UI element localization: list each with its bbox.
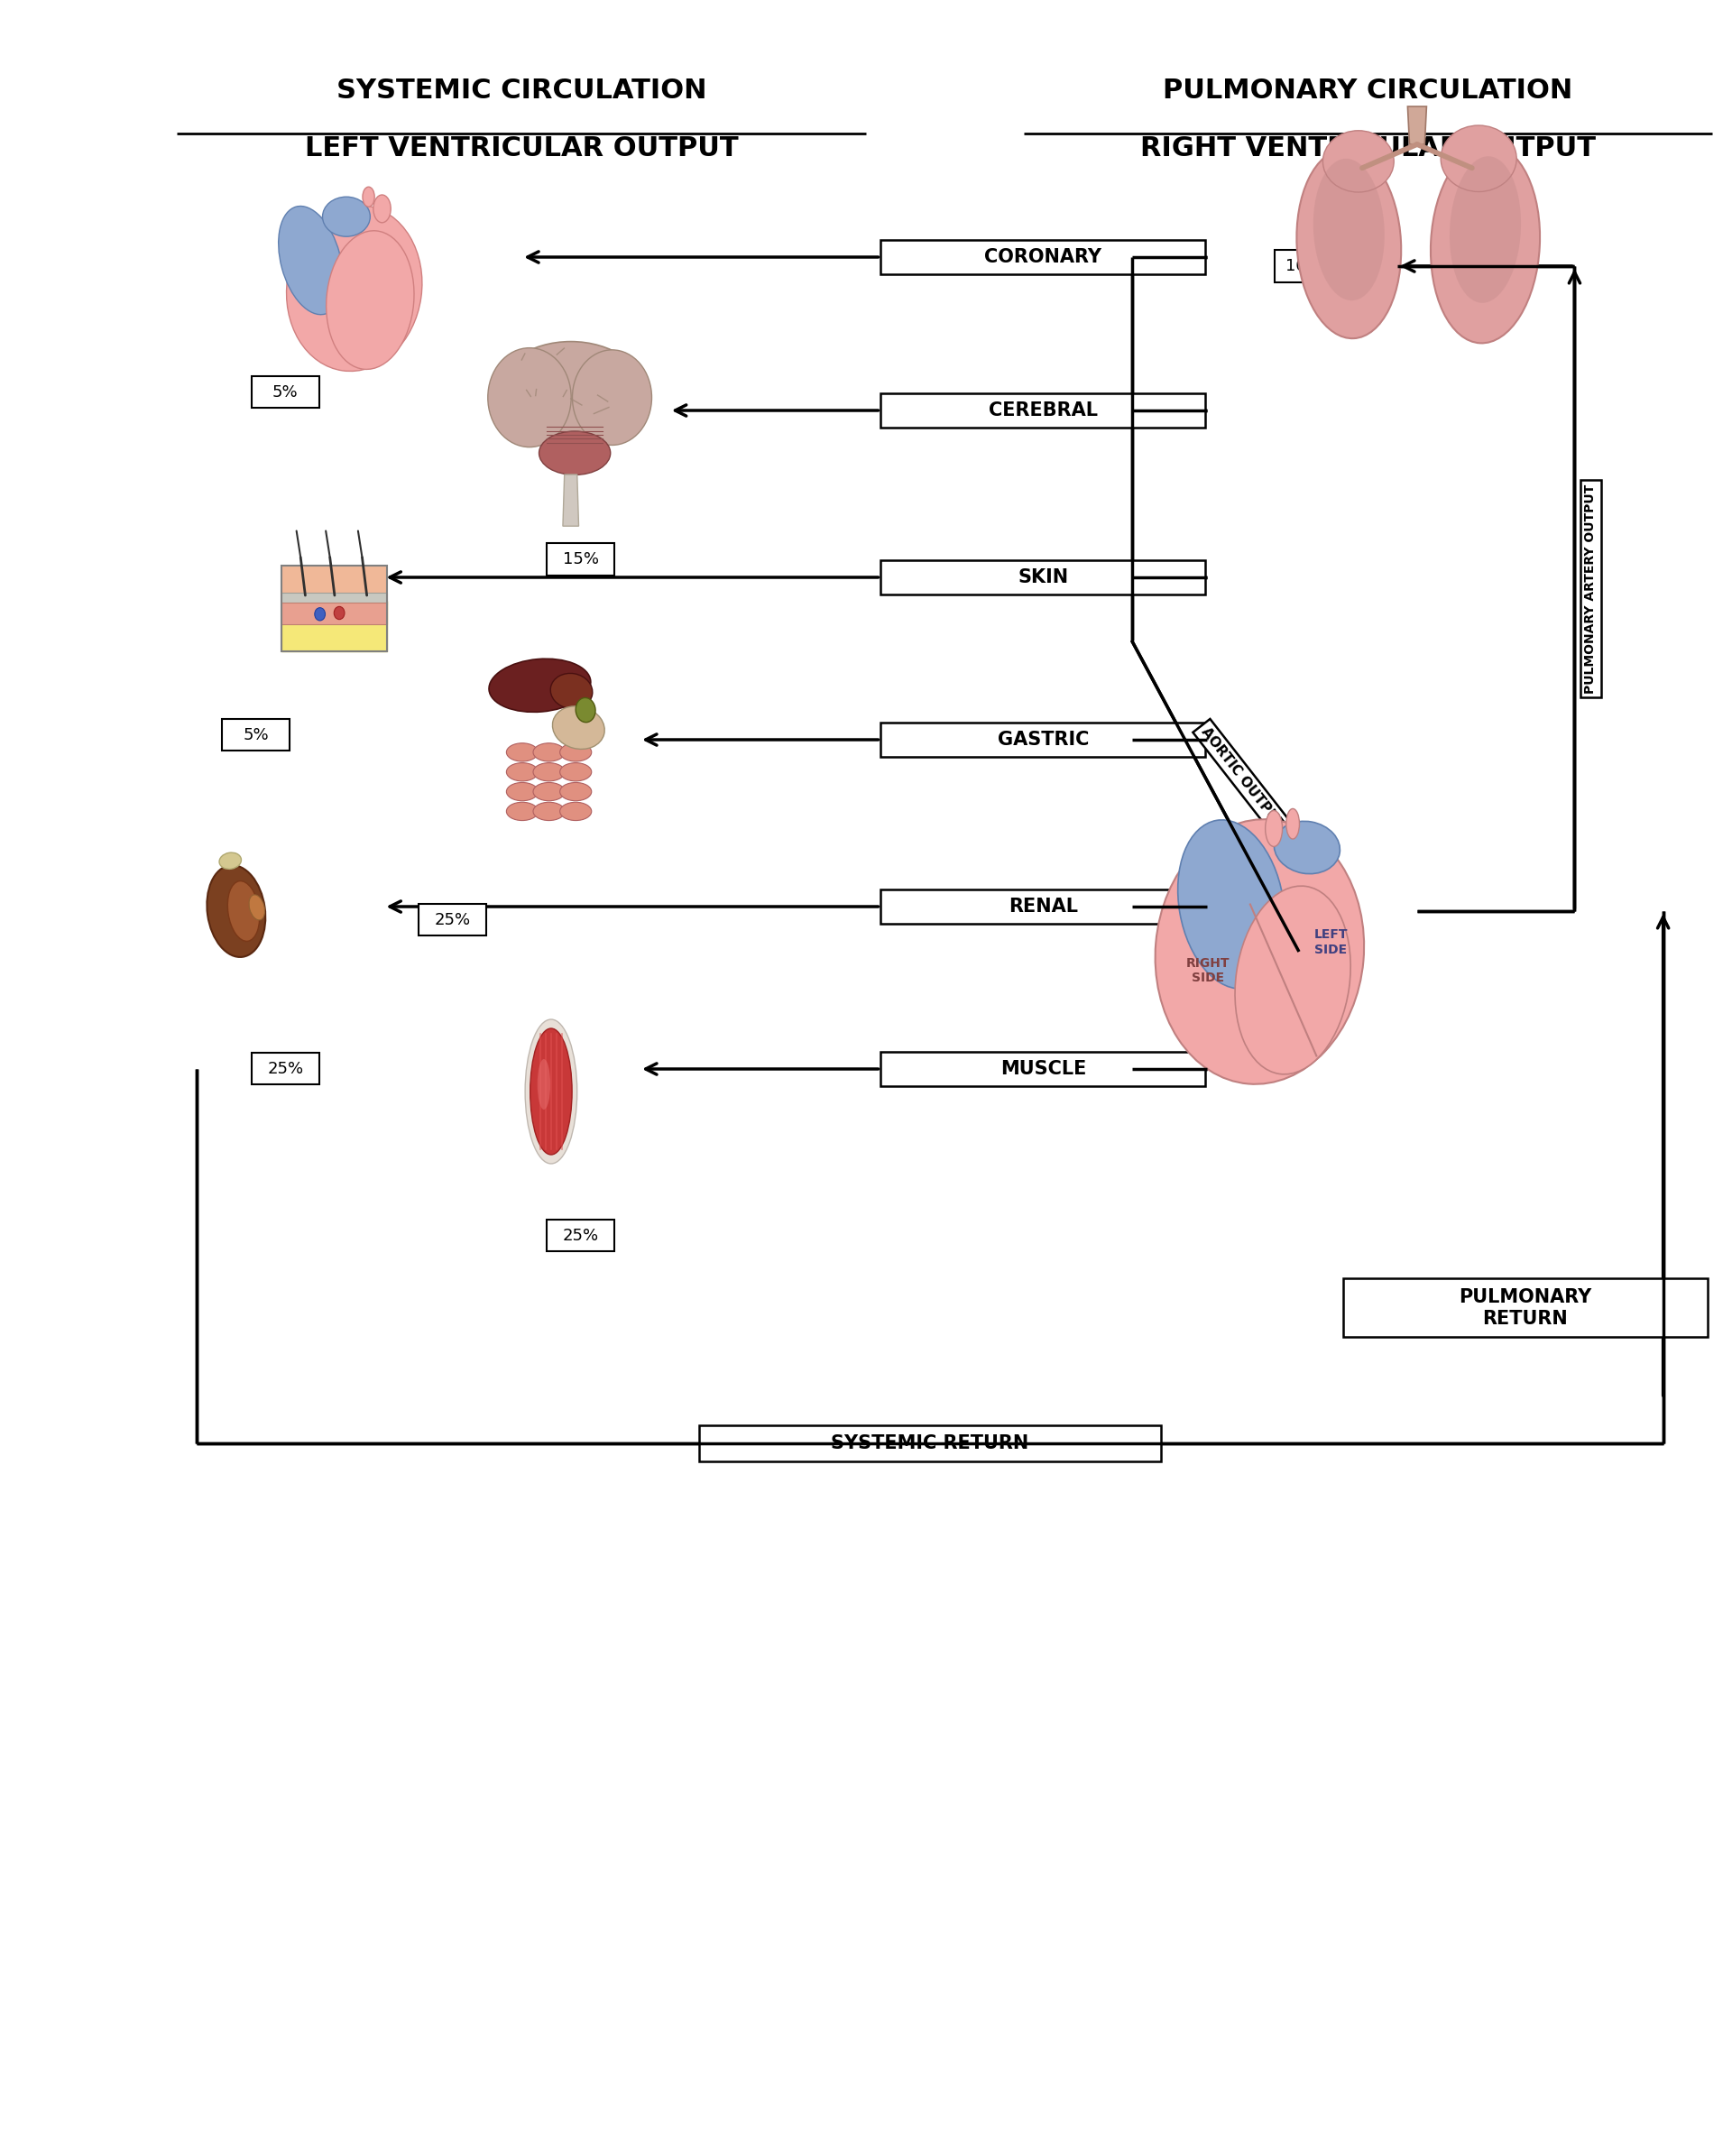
Text: MUSCLE: MUSCLE [999,1061,1086,1078]
FancyBboxPatch shape [547,1220,615,1253]
Text: GASTRIC: GASTRIC [998,731,1089,748]
Ellipse shape [1313,160,1384,300]
Text: SKIN: SKIN [1018,569,1069,586]
FancyBboxPatch shape [251,1052,319,1084]
FancyBboxPatch shape [282,567,388,595]
Ellipse shape [539,431,610,474]
Text: SYSTEMIC RETURN: SYSTEMIC RETURN [831,1434,1029,1453]
Ellipse shape [495,341,646,448]
FancyBboxPatch shape [282,602,388,651]
Text: 5%: 5% [242,727,268,744]
Ellipse shape [533,763,565,780]
Ellipse shape [227,882,260,942]
FancyBboxPatch shape [547,543,615,576]
Text: 25%: 25% [435,912,471,929]
FancyBboxPatch shape [882,239,1205,274]
FancyBboxPatch shape [882,561,1205,595]
Ellipse shape [559,802,592,821]
Ellipse shape [1266,811,1282,847]
Ellipse shape [506,744,539,761]
Ellipse shape [572,349,651,444]
Text: RIGHT VENTRICULAR OUTPUT: RIGHT VENTRICULAR OUTPUT [1140,136,1595,162]
Text: CEREBRAL: CEREBRAL [989,401,1098,420]
Text: RENAL: RENAL [1008,897,1077,916]
FancyBboxPatch shape [1275,250,1342,282]
Ellipse shape [537,1059,551,1110]
FancyBboxPatch shape [698,1425,1160,1462]
Text: PULMONARY CIRCULATION: PULMONARY CIRCULATION [1162,78,1573,103]
Ellipse shape [488,660,591,711]
Text: PULMONARY ARTERY OUTPUT: PULMONARY ARTERY OUTPUT [1585,483,1597,694]
FancyBboxPatch shape [882,1052,1205,1087]
Ellipse shape [206,865,265,957]
Text: LEFT
SIDE: LEFT SIDE [1315,929,1347,955]
Polygon shape [1408,106,1427,144]
Ellipse shape [279,207,343,315]
Ellipse shape [1297,149,1401,338]
Ellipse shape [1450,155,1521,302]
Text: PULMONARY
RETURN: PULMONARY RETURN [1458,1289,1592,1328]
Ellipse shape [559,744,592,761]
Ellipse shape [506,763,539,780]
Ellipse shape [286,205,423,371]
Ellipse shape [533,783,565,800]
Text: CORONARY: CORONARY [984,248,1102,265]
FancyBboxPatch shape [882,392,1205,427]
Ellipse shape [506,802,539,821]
Ellipse shape [322,196,371,237]
Ellipse shape [559,783,592,800]
Text: AORTIC OUTPUT: AORTIC OUTPUT [1199,724,1287,832]
Ellipse shape [1431,144,1540,343]
FancyBboxPatch shape [222,720,289,750]
FancyBboxPatch shape [882,722,1205,757]
Ellipse shape [1178,819,1285,990]
Ellipse shape [533,802,565,821]
Polygon shape [563,474,578,526]
FancyBboxPatch shape [419,903,487,936]
Text: 15%: 15% [563,552,599,567]
Ellipse shape [1275,821,1341,873]
Ellipse shape [533,744,565,761]
Ellipse shape [551,673,592,709]
Ellipse shape [315,608,326,621]
Ellipse shape [220,852,241,869]
Ellipse shape [488,347,572,446]
Text: LEFT VENTRICULAR OUTPUT: LEFT VENTRICULAR OUTPUT [305,136,738,162]
Ellipse shape [1323,132,1394,192]
Ellipse shape [506,783,539,800]
Ellipse shape [575,699,596,722]
Ellipse shape [249,895,265,921]
Ellipse shape [1235,886,1351,1074]
FancyBboxPatch shape [282,602,388,625]
FancyBboxPatch shape [1344,1279,1708,1337]
FancyBboxPatch shape [882,890,1205,923]
Text: 100%: 100% [1285,259,1332,274]
Ellipse shape [559,763,592,780]
Ellipse shape [326,231,414,369]
Ellipse shape [525,1020,577,1164]
FancyBboxPatch shape [282,593,388,604]
Ellipse shape [530,1028,572,1156]
Ellipse shape [1155,819,1365,1084]
Ellipse shape [1441,125,1517,192]
Ellipse shape [334,606,345,619]
Text: 25%: 25% [267,1061,303,1078]
Ellipse shape [362,188,374,207]
Ellipse shape [374,194,391,222]
FancyBboxPatch shape [251,377,319,407]
Text: 25%: 25% [563,1227,599,1244]
Ellipse shape [1287,808,1299,839]
Ellipse shape [553,707,604,748]
Text: 5%: 5% [272,384,298,401]
Text: RIGHT
SIDE: RIGHT SIDE [1186,957,1230,985]
Text: SYSTEMIC CIRCULATION: SYSTEMIC CIRCULATION [336,78,707,103]
